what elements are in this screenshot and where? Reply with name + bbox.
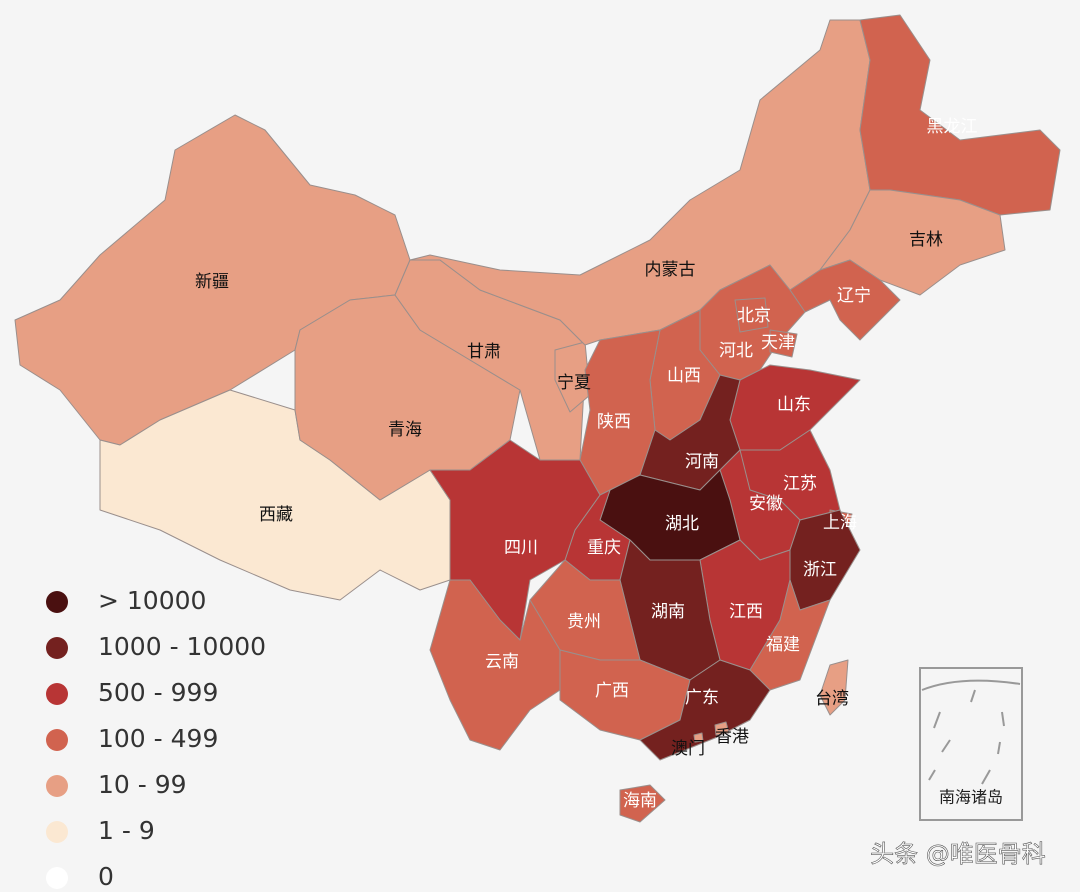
legend-swatch [46, 637, 68, 659]
watermark: 头条 @唯医骨科 [870, 840, 1046, 868]
province [859, 14, 1061, 216]
legend-label: 0 [98, 862, 114, 891]
province-label: 辽宁 [837, 286, 871, 306]
province-label: 贵州 [567, 612, 601, 632]
legend-swatch [46, 867, 68, 889]
province-label: 西藏 [259, 505, 293, 525]
province [734, 297, 769, 333]
province-label: 湖南 [651, 602, 685, 622]
province-label: 湖北 [665, 514, 699, 534]
legend-swatch [46, 775, 68, 797]
province-label: 广西 [595, 681, 629, 701]
province [714, 721, 730, 736]
province-label: 澳门 [671, 739, 705, 759]
inset-frame [919, 667, 1023, 821]
legend: > 10000 1000 - 10000 500 - 999 100 - 499 10 … [46, 586, 266, 891]
province-label: 河北 [719, 341, 753, 361]
province [693, 732, 704, 743]
province-label: 江苏 [783, 474, 817, 494]
legend-label: 10 - 99 [98, 770, 187, 799]
province-label: 台湾 [815, 689, 849, 709]
province-label: 河南 [685, 452, 719, 472]
province-label: 黑龙江 [927, 117, 978, 137]
legend-label: 1 - 9 [98, 816, 155, 845]
legend-label: 500 - 999 [98, 678, 218, 707]
legend-swatch [46, 729, 68, 751]
province-label: 内蒙古 [645, 260, 696, 280]
province [639, 659, 771, 761]
legend-swatch [46, 821, 68, 843]
province-label: 天津 [761, 333, 795, 353]
province-label: 重庆 [587, 538, 621, 558]
province-label: 四川 [504, 538, 538, 558]
province [619, 784, 666, 823]
province-label: 浙江 [803, 560, 837, 580]
province-label: 北京 [737, 306, 771, 326]
province-label: 安徽 [749, 494, 783, 514]
province-label: 上海 [823, 513, 857, 533]
province-label: 海南 [623, 791, 657, 811]
legend-label: 100 - 499 [98, 724, 218, 753]
provinces [14, 14, 1061, 823]
province [769, 329, 798, 358]
province-label: 福建 [766, 635, 800, 655]
province-label: 广东 [685, 688, 719, 708]
province [819, 659, 849, 716]
province [554, 341, 591, 413]
legend-label: > 10000 [98, 586, 206, 615]
legend-swatch [46, 683, 68, 705]
province [819, 189, 1006, 296]
province-label: 云南 [485, 652, 519, 672]
inset-islands [921, 679, 1021, 785]
province-label: 甘肃 [467, 342, 501, 362]
south-sea-inset: 南海诸岛 [919, 667, 1023, 821]
province-label: 江西 [729, 602, 763, 622]
legend-label: 1000 - 10000 [98, 632, 266, 661]
province-label: 山西 [667, 366, 701, 386]
legend-swatch [46, 591, 68, 613]
inset-label: 南海诸岛 [939, 788, 1003, 807]
province-label: 宁夏 [557, 373, 591, 393]
province [749, 579, 831, 691]
province-label: 新疆 [195, 272, 229, 292]
province-label: 吉林 [909, 230, 943, 250]
province-label: 香港 [715, 727, 749, 747]
province-label: 山东 [777, 395, 811, 415]
province-label: 青海 [388, 420, 422, 440]
province-label: 陕西 [597, 412, 631, 432]
